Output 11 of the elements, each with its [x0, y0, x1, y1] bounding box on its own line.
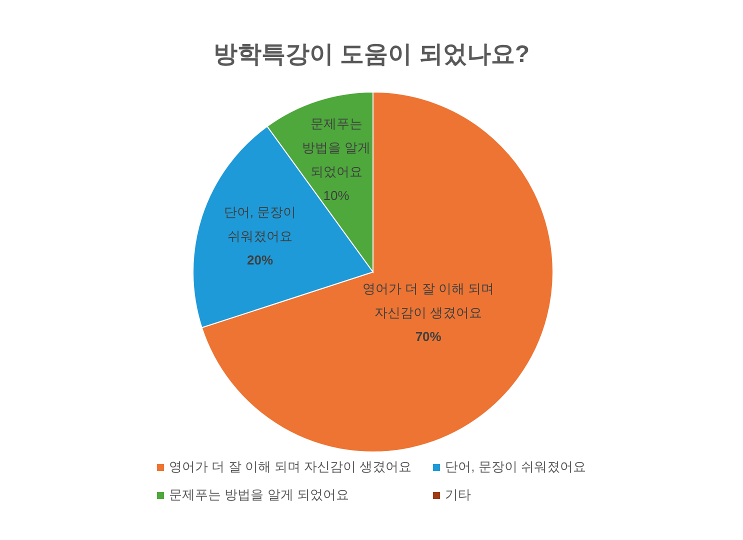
slice-label: 단어, 문장이 쉬워졌어요: [224, 204, 296, 243]
data-label: 10%: [323, 188, 350, 203]
data-label: 20%: [247, 252, 274, 267]
legend-label: 단어, 문장이 쉬워졌어요: [445, 458, 586, 476]
slice-label: 문제푸는 방법을 알게 되었어요: [302, 116, 371, 179]
data-label: 70%: [415, 328, 442, 344]
legend-label: 문제푸는 방법을 알게 되었어요: [169, 486, 349, 504]
legend-label: 기타: [445, 486, 472, 504]
slice-label: 영어가 더 잘 이해 되며 자신감이 생겼어요: [362, 280, 494, 320]
legend-label: 영어가 더 잘 이해 되며 자신감이 생겼어요: [169, 458, 412, 476]
chart-title: 방학특강이 도움이 되었나요?: [212, 40, 530, 70]
